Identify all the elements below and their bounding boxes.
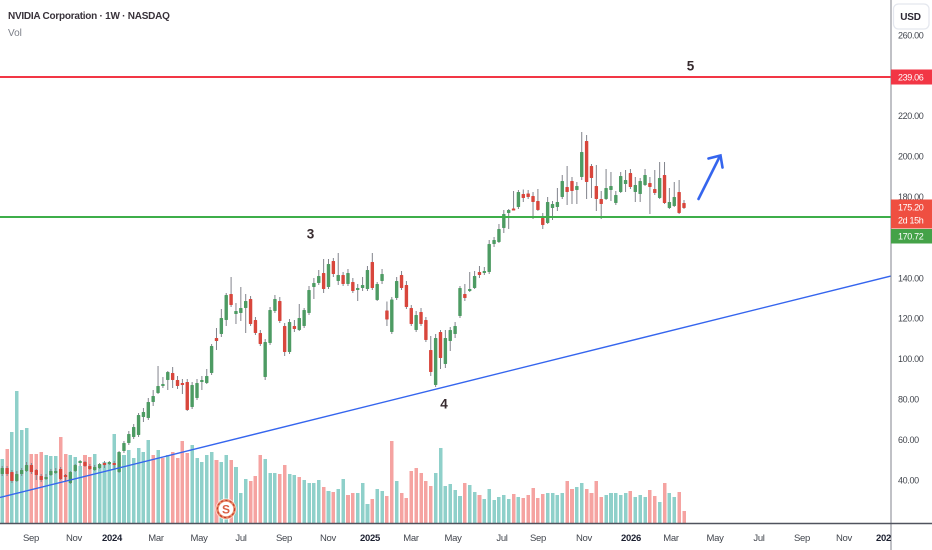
svg-text:40.00: 40.00 — [898, 476, 919, 486]
svg-text:Jul: Jul — [235, 533, 246, 544]
svg-text:260.00: 260.00 — [898, 31, 924, 41]
svg-text:Sep: Sep — [530, 533, 546, 544]
svg-text:May: May — [190, 533, 208, 544]
svg-text:Vol: Vol — [8, 28, 22, 39]
svg-text:Sep: Sep — [276, 533, 292, 544]
svg-text:170.72: 170.72 — [898, 232, 924, 242]
svg-text:3: 3 — [307, 227, 315, 242]
svg-text:2024: 2024 — [102, 533, 123, 544]
svg-text:80.00: 80.00 — [898, 395, 919, 405]
svg-text:220.00: 220.00 — [898, 111, 924, 121]
svg-text:Nov: Nov — [320, 533, 337, 544]
svg-text:May: May — [706, 533, 724, 544]
svg-text:Mar: Mar — [403, 533, 419, 544]
svg-text:Jul: Jul — [753, 533, 764, 544]
svg-text:Sep: Sep — [794, 533, 810, 544]
svg-text:S: S — [222, 503, 230, 517]
svg-text:4: 4 — [440, 397, 448, 412]
svg-text:NVIDIA Corporation · 1W · NASD: NVIDIA Corporation · 1W · NASDAQ — [8, 11, 170, 22]
svg-text:Sep: Sep — [23, 533, 39, 544]
svg-text:100.00: 100.00 — [898, 354, 924, 364]
svg-text:2027: 2027 — [876, 533, 896, 544]
svg-text:Jul: Jul — [496, 533, 507, 544]
svg-text:180.00: 180.00 — [898, 192, 924, 202]
svg-text:2026: 2026 — [621, 533, 641, 544]
svg-text:5: 5 — [687, 59, 695, 74]
svg-text:Nov: Nov — [836, 533, 853, 544]
svg-text:60.00: 60.00 — [898, 435, 919, 445]
svg-text:Nov: Nov — [576, 533, 593, 544]
svg-text:Nov: Nov — [66, 533, 83, 544]
svg-text:Mar: Mar — [663, 533, 679, 544]
svg-text:140.00: 140.00 — [898, 274, 924, 284]
svg-text:May: May — [444, 533, 462, 544]
svg-text:120.00: 120.00 — [898, 314, 924, 324]
svg-text:2025: 2025 — [360, 533, 381, 544]
svg-text:Mar: Mar — [148, 533, 164, 544]
svg-text:USD: USD — [900, 12, 921, 23]
svg-text:200.00: 200.00 — [898, 152, 924, 162]
svg-text:239.06: 239.06 — [898, 72, 924, 82]
svg-text:2d 15h: 2d 15h — [898, 216, 924, 226]
svg-text:175.20: 175.20 — [898, 203, 924, 213]
